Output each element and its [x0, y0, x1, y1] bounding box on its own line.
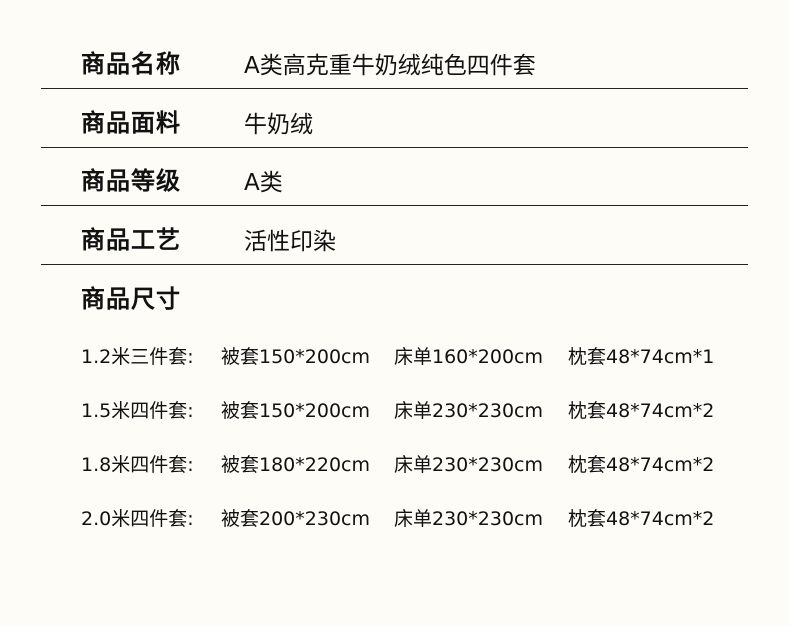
- spec-label: 商品名称: [81, 50, 181, 78]
- size-sheet: 床单160*200cm: [394, 346, 543, 368]
- size-duvet: 被套200*230cm: [221, 508, 370, 530]
- spec-value: A类: [244, 170, 283, 196]
- spec-value: 牛奶绒: [244, 112, 313, 138]
- spec-row-name: 商品名称 A类高克重牛奶绒纯色四件套: [41, 30, 748, 89]
- size-duvet: 被套150*200cm: [221, 400, 370, 422]
- spec-label: 商品等级: [81, 167, 181, 195]
- size-pillow: 枕套48*74cm*2: [568, 400, 715, 422]
- spec-row-fabric: 商品面料 牛奶绒: [41, 89, 748, 148]
- size-pillow: 枕套48*74cm*1: [568, 346, 715, 368]
- size-set: 2.0米四件套:: [81, 508, 194, 530]
- size-sheet: 床单230*230cm: [394, 508, 543, 530]
- size-set: 1.2米三件套:: [81, 346, 194, 368]
- size-title: 商品尺寸: [81, 285, 181, 313]
- spec-label: 商品面料: [81, 109, 181, 137]
- size-sheet: 床单230*230cm: [394, 400, 543, 422]
- size-set: 1.5米四件套:: [81, 400, 194, 422]
- spec-row-process: 商品工艺 活性印染: [41, 206, 748, 265]
- size-duvet: 被套180*220cm: [221, 454, 370, 476]
- spec-value: 活性印染: [244, 229, 336, 255]
- size-duvet: 被套150*200cm: [221, 346, 370, 368]
- spec-row-grade: 商品等级 A类: [41, 147, 748, 206]
- size-sheet: 床单230*230cm: [394, 454, 543, 476]
- spec-label: 商品工艺: [81, 226, 181, 254]
- size-pillow: 枕套48*74cm*2: [568, 454, 715, 476]
- spec-value: A类高克重牛奶绒纯色四件套: [244, 53, 536, 79]
- size-set: 1.8米四件套:: [81, 454, 194, 476]
- size-pillow: 枕套48*74cm*2: [568, 508, 715, 530]
